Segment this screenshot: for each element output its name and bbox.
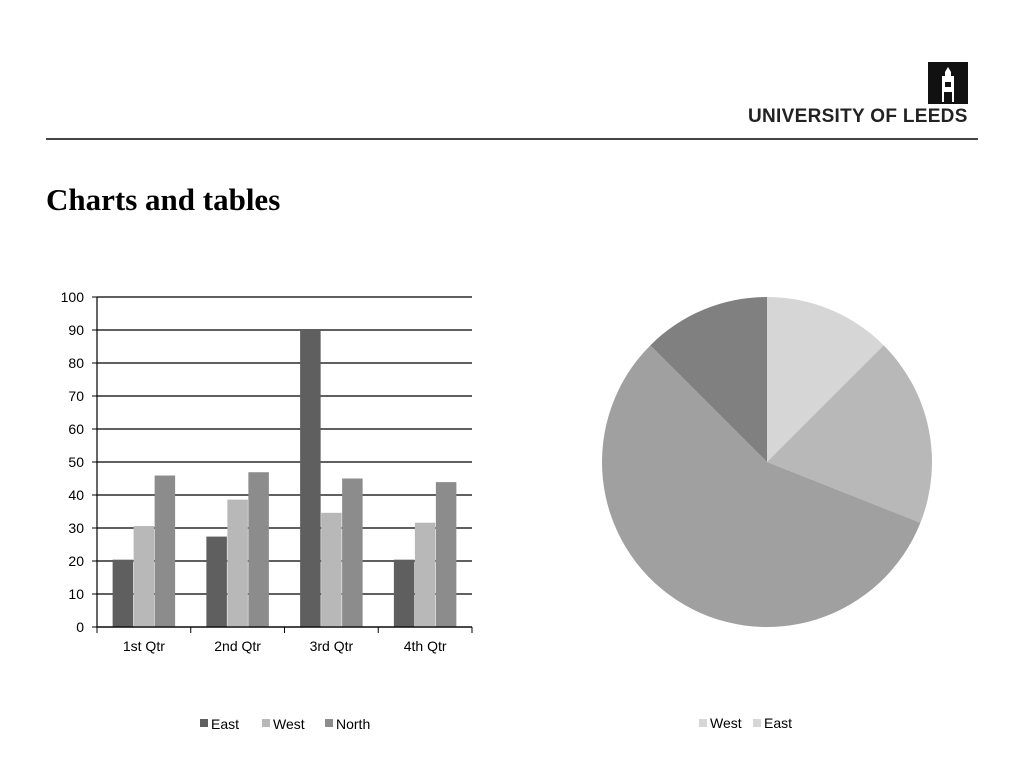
bar-east — [112, 559, 134, 627]
pie-slice-1 — [767, 297, 884, 462]
pie-legend-label-east: East — [764, 715, 792, 731]
x-tick-label: 1st Qtr — [123, 638, 165, 654]
y-tick-label: 40 — [68, 487, 84, 503]
y-tick-label: 100 — [61, 289, 85, 305]
bar-north — [154, 475, 176, 627]
bar-east — [206, 536, 227, 627]
university-logo: UNIVERSITY OF LEEDS — [748, 62, 970, 128]
y-tick-label: 30 — [68, 520, 84, 536]
bar-west — [227, 499, 248, 627]
bar-north — [342, 478, 363, 627]
y-tick-label: 0 — [76, 619, 84, 635]
pie-slice-2 — [767, 345, 933, 523]
bar-north — [435, 482, 457, 627]
bar-east — [300, 330, 321, 627]
bar-east — [393, 559, 415, 627]
x-tick-label: 2nd Qtr — [214, 638, 261, 654]
y-tick-label: 50 — [68, 454, 84, 470]
bar-west — [321, 512, 342, 627]
bar-north — [248, 472, 269, 627]
legend-swatch-west — [262, 719, 270, 727]
bar-west — [414, 522, 436, 627]
bar-west — [133, 526, 155, 627]
pie-legend-label-west: West — [710, 715, 742, 731]
legend-swatch-east — [200, 719, 208, 727]
x-tick-label: 3rd Qtr — [310, 638, 354, 654]
pie-slice-3 — [602, 345, 921, 627]
x-tick-label: 4th Qtr — [404, 638, 447, 654]
logo-text: UNIVERSITY OF LEEDS — [748, 106, 968, 127]
pie-legend-swatch-east — [753, 719, 761, 727]
legend-label-west: West — [273, 716, 305, 732]
tower-icon — [928, 62, 968, 104]
bar-chart: 0 10 20 30 40 50 60 70 80 90 100 1st Qtr 2nd Qtr 3rd … — [61, 289, 473, 732]
y-tick-label: 80 — [68, 355, 84, 371]
y-tick-label: 20 — [68, 553, 84, 569]
legend-label-north: North — [336, 716, 370, 732]
y-tick-label: 10 — [68, 586, 84, 602]
y-tick-label: 60 — [68, 421, 84, 437]
header-rule — [46, 138, 978, 140]
page-title: Charts and tables — [46, 182, 281, 217]
pie-legend-swatch-west — [699, 719, 707, 727]
y-tick-label: 90 — [68, 322, 84, 338]
y-tick-label: 70 — [68, 388, 84, 404]
pie-slice-4 — [650, 297, 767, 462]
legend-label-east: East — [211, 716, 239, 732]
legend-swatch-north — [325, 719, 333, 727]
